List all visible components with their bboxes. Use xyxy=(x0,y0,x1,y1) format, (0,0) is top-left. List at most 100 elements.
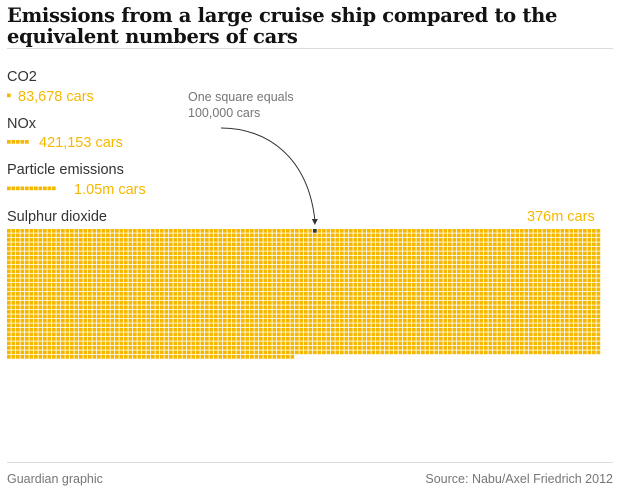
waffle-square-sulphur xyxy=(97,292,101,296)
waffle-square-sulphur xyxy=(137,314,142,319)
waffle-square-sulphur xyxy=(524,242,529,247)
waffle-square-sulphur xyxy=(34,229,38,233)
waffle-square-sulphur xyxy=(344,251,349,256)
waffle-square-sulphur xyxy=(475,328,479,332)
waffle-square-sulphur xyxy=(389,319,394,323)
waffle-square-sulphur xyxy=(407,301,412,305)
waffle-square-sulphur xyxy=(434,274,439,278)
waffle-square-sulphur xyxy=(484,310,488,314)
waffle-square-sulphur xyxy=(11,301,16,305)
waffle-square-sulphur xyxy=(11,278,16,283)
waffle-square-sulphur xyxy=(20,251,25,256)
waffle-square-sulphur xyxy=(214,328,218,332)
waffle-square-sulphur xyxy=(47,337,52,341)
waffle-square-sulphur xyxy=(146,265,151,269)
waffle-square-sulphur xyxy=(146,350,151,355)
waffle-square-sulphur xyxy=(241,301,245,305)
waffle-square-sulphur xyxy=(421,260,425,265)
waffle-square-sulphur xyxy=(250,274,254,278)
waffle-square-sulphur xyxy=(326,242,331,247)
waffle-square-sulphur xyxy=(398,278,403,283)
waffle-square-sulphur xyxy=(47,247,52,251)
waffle-square-sulphur xyxy=(583,341,587,346)
waffle-square-sulphur xyxy=(502,283,506,287)
waffle-square-sulphur xyxy=(133,233,137,238)
waffle-square-sulphur xyxy=(452,242,457,247)
waffle-square-sulphur xyxy=(205,292,209,296)
waffle-square-sulphur xyxy=(223,283,227,287)
waffle-square-sulphur xyxy=(304,247,308,251)
waffle-square-sulphur xyxy=(110,314,115,319)
waffle-square-sulphur xyxy=(16,278,20,283)
waffle-square-sulphur xyxy=(295,292,299,296)
waffle-square-sulphur xyxy=(290,233,295,238)
waffle-square-sulphur xyxy=(493,305,497,310)
waffle-square-sulphur xyxy=(493,274,497,278)
waffle-square-sulphur xyxy=(304,323,308,328)
waffle-square-sulphur xyxy=(236,256,241,260)
waffle-square-sulphur xyxy=(506,301,511,305)
waffle-square-sulphur xyxy=(277,332,281,337)
waffle-square-sulphur xyxy=(412,278,416,283)
waffle-square-sulphur xyxy=(232,251,236,256)
waffle-square-sulphur xyxy=(268,350,272,355)
waffle-square-sulphur xyxy=(416,301,421,305)
waffle-square-sulphur xyxy=(349,305,353,310)
waffle-square-sulphur xyxy=(403,314,407,319)
waffle-square-sulphur xyxy=(515,323,520,328)
waffle-square-sulphur xyxy=(142,350,146,355)
waffle-square-sulphur xyxy=(16,292,20,296)
waffle-square-sulphur xyxy=(304,287,308,292)
waffle-square-sulphur xyxy=(268,238,272,242)
waffle-square-sulphur xyxy=(452,314,457,319)
waffle-square-sulphur xyxy=(286,337,290,341)
waffle-square-sulphur xyxy=(128,346,133,350)
waffle-square-sulphur xyxy=(263,242,268,247)
waffle-square-sulphur xyxy=(232,274,236,278)
waffle-square-sulphur xyxy=(7,350,11,355)
waffle-square-sulphur xyxy=(506,274,511,278)
waffle-square-sulphur xyxy=(52,260,56,265)
waffle-square-sulphur xyxy=(101,341,106,346)
waffle-square-sulphur xyxy=(443,274,448,278)
waffle-square-sulphur xyxy=(439,310,443,314)
waffle-square-sulphur xyxy=(295,328,299,332)
waffle-square-sulphur xyxy=(299,346,304,350)
waffle-square-sulphur xyxy=(7,310,11,314)
waffle-square-sulphur xyxy=(362,269,367,274)
waffle-square-sulphur xyxy=(263,251,268,256)
waffle-square-sulphur xyxy=(335,251,340,256)
waffle-square-sulphur xyxy=(43,283,47,287)
waffle-square-sulphur xyxy=(587,350,592,355)
waffle-square-sulphur xyxy=(511,328,515,332)
waffle-square-sulphur xyxy=(119,233,124,238)
waffle-square-sulphur xyxy=(376,296,380,301)
waffle-square-sulphur xyxy=(443,256,448,260)
waffle-square-sulphur xyxy=(371,251,376,256)
waffle-square-sulphur xyxy=(520,328,524,332)
waffle-square-sulphur xyxy=(83,283,88,287)
waffle-square-sulphur xyxy=(592,346,596,350)
waffle-square-sulphur xyxy=(385,296,389,301)
waffle-square-sulphur xyxy=(142,310,146,314)
waffle-square-sulphur xyxy=(182,292,187,296)
waffle-square-sulphur xyxy=(160,319,164,323)
waffle-square-sulphur xyxy=(70,256,74,260)
waffle-square-sulphur xyxy=(497,269,502,274)
waffle-square-sulphur xyxy=(389,260,394,265)
waffle-square-sulphur xyxy=(268,341,272,346)
waffle-square-sulphur xyxy=(151,274,155,278)
waffle-square-sulphur xyxy=(178,283,182,287)
waffle-square-sulphur xyxy=(92,229,97,233)
waffle-square-sulphur xyxy=(511,301,515,305)
waffle-square-sulphur xyxy=(493,256,497,260)
waffle-square-sulphur xyxy=(281,238,286,242)
waffle-square-sulphur xyxy=(281,256,286,260)
waffle-square-sulphur xyxy=(38,337,43,341)
waffle-square-sulphur xyxy=(52,242,56,247)
waffle-square-sulphur xyxy=(493,229,497,233)
waffle-square-sulphur xyxy=(137,265,142,269)
waffle-square-sulphur xyxy=(308,233,313,238)
waffle-square-co2 xyxy=(7,93,11,98)
waffle-square-sulphur xyxy=(56,305,61,310)
